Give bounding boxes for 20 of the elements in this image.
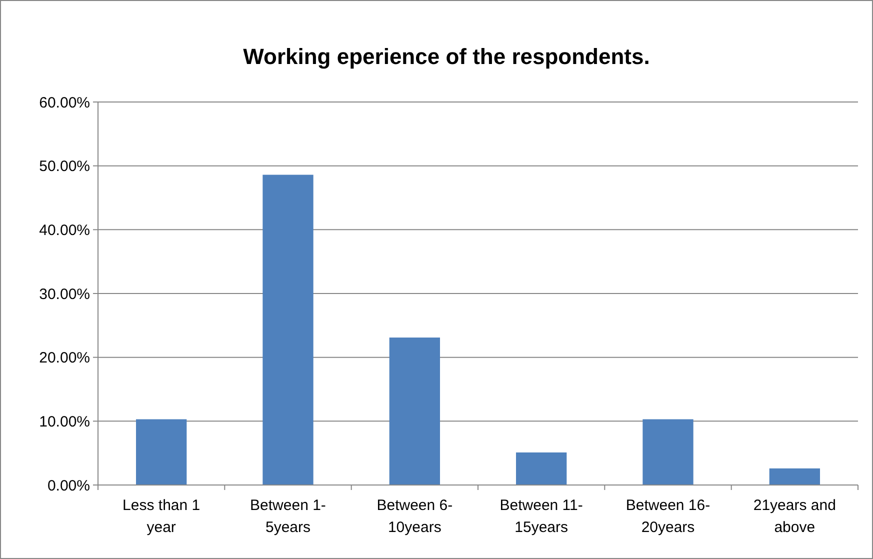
x-tick-label: Between 11- 15years [500, 497, 583, 536]
bar [389, 338, 440, 485]
bar [642, 419, 694, 485]
bar [136, 419, 187, 485]
y-tick-label: 60.00% [39, 94, 90, 112]
y-tick-label: 0.00% [47, 477, 90, 494]
x-tick-label: Less than 1 year [122, 497, 200, 536]
y-tick-label: 50.00% [39, 158, 90, 176]
x-tick-label: Between 6- 10years [376, 497, 453, 536]
y-tick-label: 20.00% [39, 350, 90, 367]
x-tick-label: 21years and above [753, 497, 836, 536]
y-tick-label: 40.00% [39, 222, 90, 239]
bar [516, 452, 567, 485]
chart-title: Working eperience of the respondents. [243, 44, 650, 69]
x-tick-label: Between 16- 20years [626, 497, 710, 536]
y-tick-label: 30.00% [39, 286, 90, 303]
bar [262, 174, 314, 485]
bar [769, 468, 820, 485]
x-tick-label: Between 1- 5years [250, 497, 326, 536]
y-tick-label: 10.00% [39, 413, 90, 430]
